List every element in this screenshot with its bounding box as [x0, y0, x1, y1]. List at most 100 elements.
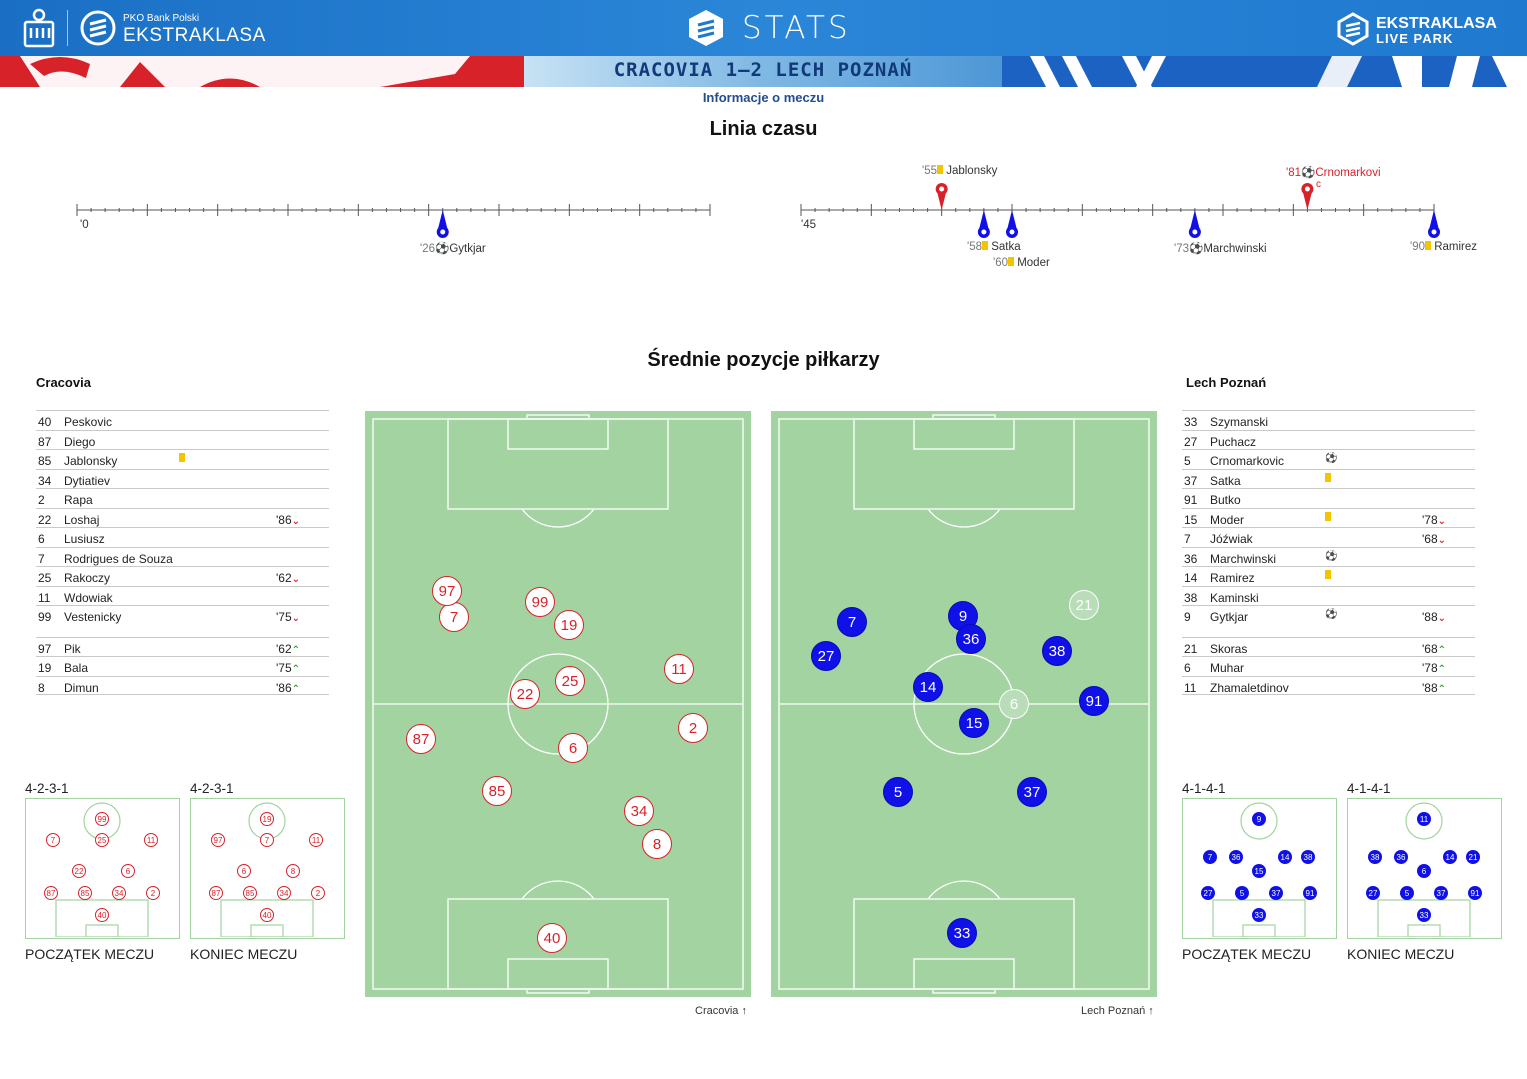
sub-off-arrow-icon: ⌄ — [291, 515, 301, 527]
player-name: Bala — [64, 661, 89, 675]
timeline-event[interactable]: '55 Jablonsky — [922, 165, 997, 177]
attack-direction-icon: ↑ — [741, 1005, 747, 1017]
player-row[interactable]: 37 Satka — [1182, 468, 1475, 489]
formation-player-marker: 11 — [1417, 812, 1431, 826]
player-position-marker[interactable]: 6 — [999, 689, 1029, 719]
formation-player-marker: 87 — [209, 886, 223, 900]
player-position-marker[interactable]: 38 — [1042, 636, 1072, 666]
player-row[interactable]: 14 Ramirez — [1182, 566, 1475, 586]
player-row[interactable]: 6 Muhar '78⌃ — [1182, 656, 1475, 676]
formation-player-marker: 22 — [72, 864, 86, 878]
player-row[interactable]: 87 Diego — [36, 429, 329, 450]
player-row[interactable]: 9 Gytkjar ⚽ '88⌄ — [1182, 605, 1475, 625]
player-row[interactable]: 36 Marchwinski ⚽ — [1182, 546, 1475, 567]
substitution-minute: '62⌄ — [276, 571, 301, 585]
ball-icon: ⚽ — [1325, 609, 1338, 620]
substitution-minute: '68⌃ — [1422, 641, 1447, 656]
sub-off-arrow-icon: ⌄ — [1437, 515, 1447, 527]
player-row[interactable]: 21 Skoras '68⌃ — [1182, 636, 1475, 657]
player-position-marker[interactable]: 22 — [510, 679, 540, 709]
timeline-pin-icon[interactable] — [977, 210, 990, 238]
formation-player-marker: 97 — [211, 833, 225, 847]
player-position-marker[interactable]: 97 — [432, 576, 462, 606]
player-position-marker[interactable]: 99 — [525, 587, 555, 617]
player-row[interactable]: 33 Szymanski — [1182, 410, 1475, 430]
timeline-pin-icon[interactable] — [935, 183, 948, 210]
player-row[interactable]: 6 Lusiusz — [36, 527, 329, 547]
player-position-marker[interactable]: 14 — [913, 672, 943, 702]
player-position-marker[interactable]: 8 — [642, 829, 672, 859]
player-number: 22 — [38, 512, 52, 527]
timeline-pin-icon[interactable] — [1188, 210, 1201, 238]
player-row[interactable]: 2 Rapa — [36, 488, 329, 508]
timeline-event[interactable]: '26⚽Gytkjar — [420, 241, 486, 255]
player-position-marker[interactable]: 5 — [883, 777, 913, 807]
live-park-line2: LIVE PARK — [1376, 31, 1454, 46]
timeline-event[interactable]: '60 Moder — [993, 257, 1050, 269]
player-position-marker[interactable]: 40 — [537, 923, 567, 953]
formation-player-marker: 40 — [95, 908, 109, 922]
player-position-marker[interactable]: 21 — [1069, 590, 1099, 620]
player-position-marker[interactable]: 11 — [664, 654, 694, 684]
player-row[interactable]: 15 Moder '78⌄ — [1182, 507, 1475, 528]
player-number: 9 — [1184, 610, 1191, 624]
player-row[interactable]: 85 Jablonsky — [36, 449, 329, 469]
player-row[interactable]: 8 Dimun '86⌃ — [36, 675, 329, 695]
timeline-pin-icon[interactable] — [1006, 210, 1018, 238]
brand-title[interactable]: EKSTRAKLASA — [123, 25, 266, 46]
player-position-marker[interactable]: 7 — [837, 607, 867, 637]
player-row[interactable]: 11 Zhamaletdinov '88⌃ — [1182, 675, 1475, 695]
player-row[interactable]: 34 Dytiatiev — [36, 468, 329, 489]
player-position-marker[interactable]: 2 — [678, 713, 708, 743]
event-minute: '26 — [420, 243, 435, 255]
player-row[interactable]: 25 Rakoczy '62⌄ — [36, 566, 329, 586]
player-position-marker[interactable]: 19 — [554, 610, 584, 640]
player-name: Vestenicky — [64, 610, 122, 624]
player-row[interactable]: 38 Kaminski — [1182, 585, 1475, 606]
timeline-pin-icon[interactable] — [436, 210, 449, 238]
match-info-link[interactable]: Informacje o meczu — [702, 90, 825, 105]
timeline-event[interactable]: '73⚽Marchwinski — [1174, 241, 1267, 255]
player-position-marker[interactable]: 85 — [482, 776, 512, 806]
player-position-marker[interactable]: 34 — [624, 796, 654, 826]
player-position-marker[interactable]: 33 — [947, 918, 977, 948]
player-row[interactable]: 7 Jóźwiak '68⌄ — [1182, 527, 1475, 547]
ekstraklasa-logo-icon[interactable] — [80, 10, 116, 46]
player-row[interactable]: 99 Vestenicky '75⌄ — [36, 605, 329, 625]
player-position-marker[interactable]: 7 — [439, 602, 469, 632]
player-position-marker[interactable]: 27 — [811, 641, 841, 671]
player-row[interactable]: 97 Pik '62⌃ — [36, 636, 329, 657]
player-row[interactable]: 7 Rodrigues de Souza — [36, 546, 329, 567]
player-row[interactable]: 91 Butko — [1182, 488, 1475, 508]
player-row[interactable]: 22 Loshaj '86⌄ — [36, 507, 329, 528]
player-row[interactable]: 40 Peskovic — [36, 410, 329, 430]
timeline-pin-icon[interactable] — [1428, 210, 1440, 238]
timeline-pin-icon[interactable] — [1301, 183, 1314, 210]
player-row[interactable]: 27 Puchacz — [1182, 429, 1475, 450]
sub-on-arrow-icon: ⌃ — [1437, 683, 1447, 695]
player-row[interactable]: 11 Wdowiak — [36, 585, 329, 606]
player-position-marker[interactable]: 87 — [406, 724, 436, 754]
player-name: Butko — [1210, 493, 1241, 507]
home-player-list: 40 Peskovic 87 Diego 85 Jablonsky 34 Dytiatiev 2… — [36, 410, 329, 695]
player-row[interactable]: 19 Bala '75⌃ — [36, 656, 329, 676]
player-position-marker[interactable]: 91 — [1079, 686, 1109, 716]
player-position-marker[interactable]: 25 — [555, 666, 585, 696]
formation-player-marker: 15 — [1252, 864, 1266, 878]
player-number: 36 — [1184, 551, 1198, 566]
player-position-marker[interactable]: 37 — [1017, 777, 1047, 807]
player-position-marker[interactable]: 6 — [558, 733, 588, 763]
live-park-logo-icon[interactable] — [1336, 12, 1370, 46]
player-row[interactable]: 5 Crnomarkovic ⚽ — [1182, 449, 1475, 469]
ball-icon: ⚽ — [435, 243, 450, 255]
formation-player-marker: 91 — [1303, 886, 1317, 900]
sub-off-arrow-icon: ⌄ — [1437, 535, 1447, 546]
formation-player-marker: 34 — [112, 886, 126, 900]
timeline-event[interactable]: '81⚽Crnomarkovi — [1286, 165, 1381, 179]
timeline-event[interactable]: '58 Satka — [967, 241, 1021, 253]
player-position-marker[interactable]: 36 — [956, 624, 986, 654]
event-minute: '81 — [1286, 167, 1301, 179]
player-position-marker[interactable]: 15 — [959, 708, 989, 738]
timeline-event[interactable]: '90 Ramirez — [1410, 241, 1477, 253]
home-formation-end-label: 4-2-3-1 — [190, 781, 234, 796]
